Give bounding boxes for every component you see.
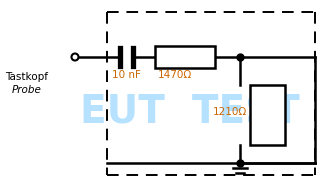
Text: 10 nF: 10 nF	[112, 70, 141, 80]
Bar	[250, 85, 285, 145]
Text: 1470Ω: 1470Ω	[158, 70, 192, 80]
Text: EUT  TEST: EUT TEST	[80, 93, 300, 131]
Text: 1210Ω: 1210Ω	[213, 107, 247, 117]
Bar	[155, 46, 215, 68]
Text: Probe: Probe	[12, 85, 42, 95]
Text: Tastkopf: Tastkopf	[5, 72, 48, 82]
